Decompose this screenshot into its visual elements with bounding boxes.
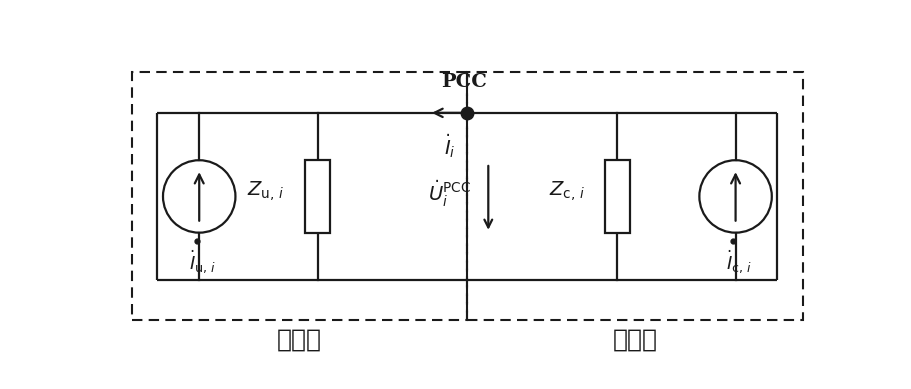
Text: $Z_{\rm c,\,\it{i}}$: $Z_{\rm c,\,\it{i}}$ bbox=[548, 179, 585, 203]
Text: 用户侧: 用户侧 bbox=[612, 327, 657, 351]
Bar bbox=[467, 72, 803, 320]
Bar bbox=[305, 160, 330, 233]
Text: $Z_{\rm u,\,\it{i}}$: $Z_{\rm u,\,\it{i}}$ bbox=[247, 179, 283, 203]
Bar bbox=[131, 72, 467, 320]
Text: $\dot{I}_{\rm c,\,\it{i}}$: $\dot{I}_{\rm c,\,\it{i}}$ bbox=[725, 249, 752, 275]
Text: PCC: PCC bbox=[441, 72, 486, 91]
Text: $\dot{U}_i^{\rm PCC}$: $\dot{U}_i^{\rm PCC}$ bbox=[428, 179, 471, 209]
Text: 系统侧: 系统侧 bbox=[277, 327, 322, 351]
Bar bbox=[604, 160, 629, 233]
Text: $\dot{I}_{\rm u,\,\it{i}}$: $\dot{I}_{\rm u,\,\it{i}}$ bbox=[189, 249, 216, 275]
Text: $\dot{I}_i$: $\dot{I}_i$ bbox=[444, 131, 456, 159]
